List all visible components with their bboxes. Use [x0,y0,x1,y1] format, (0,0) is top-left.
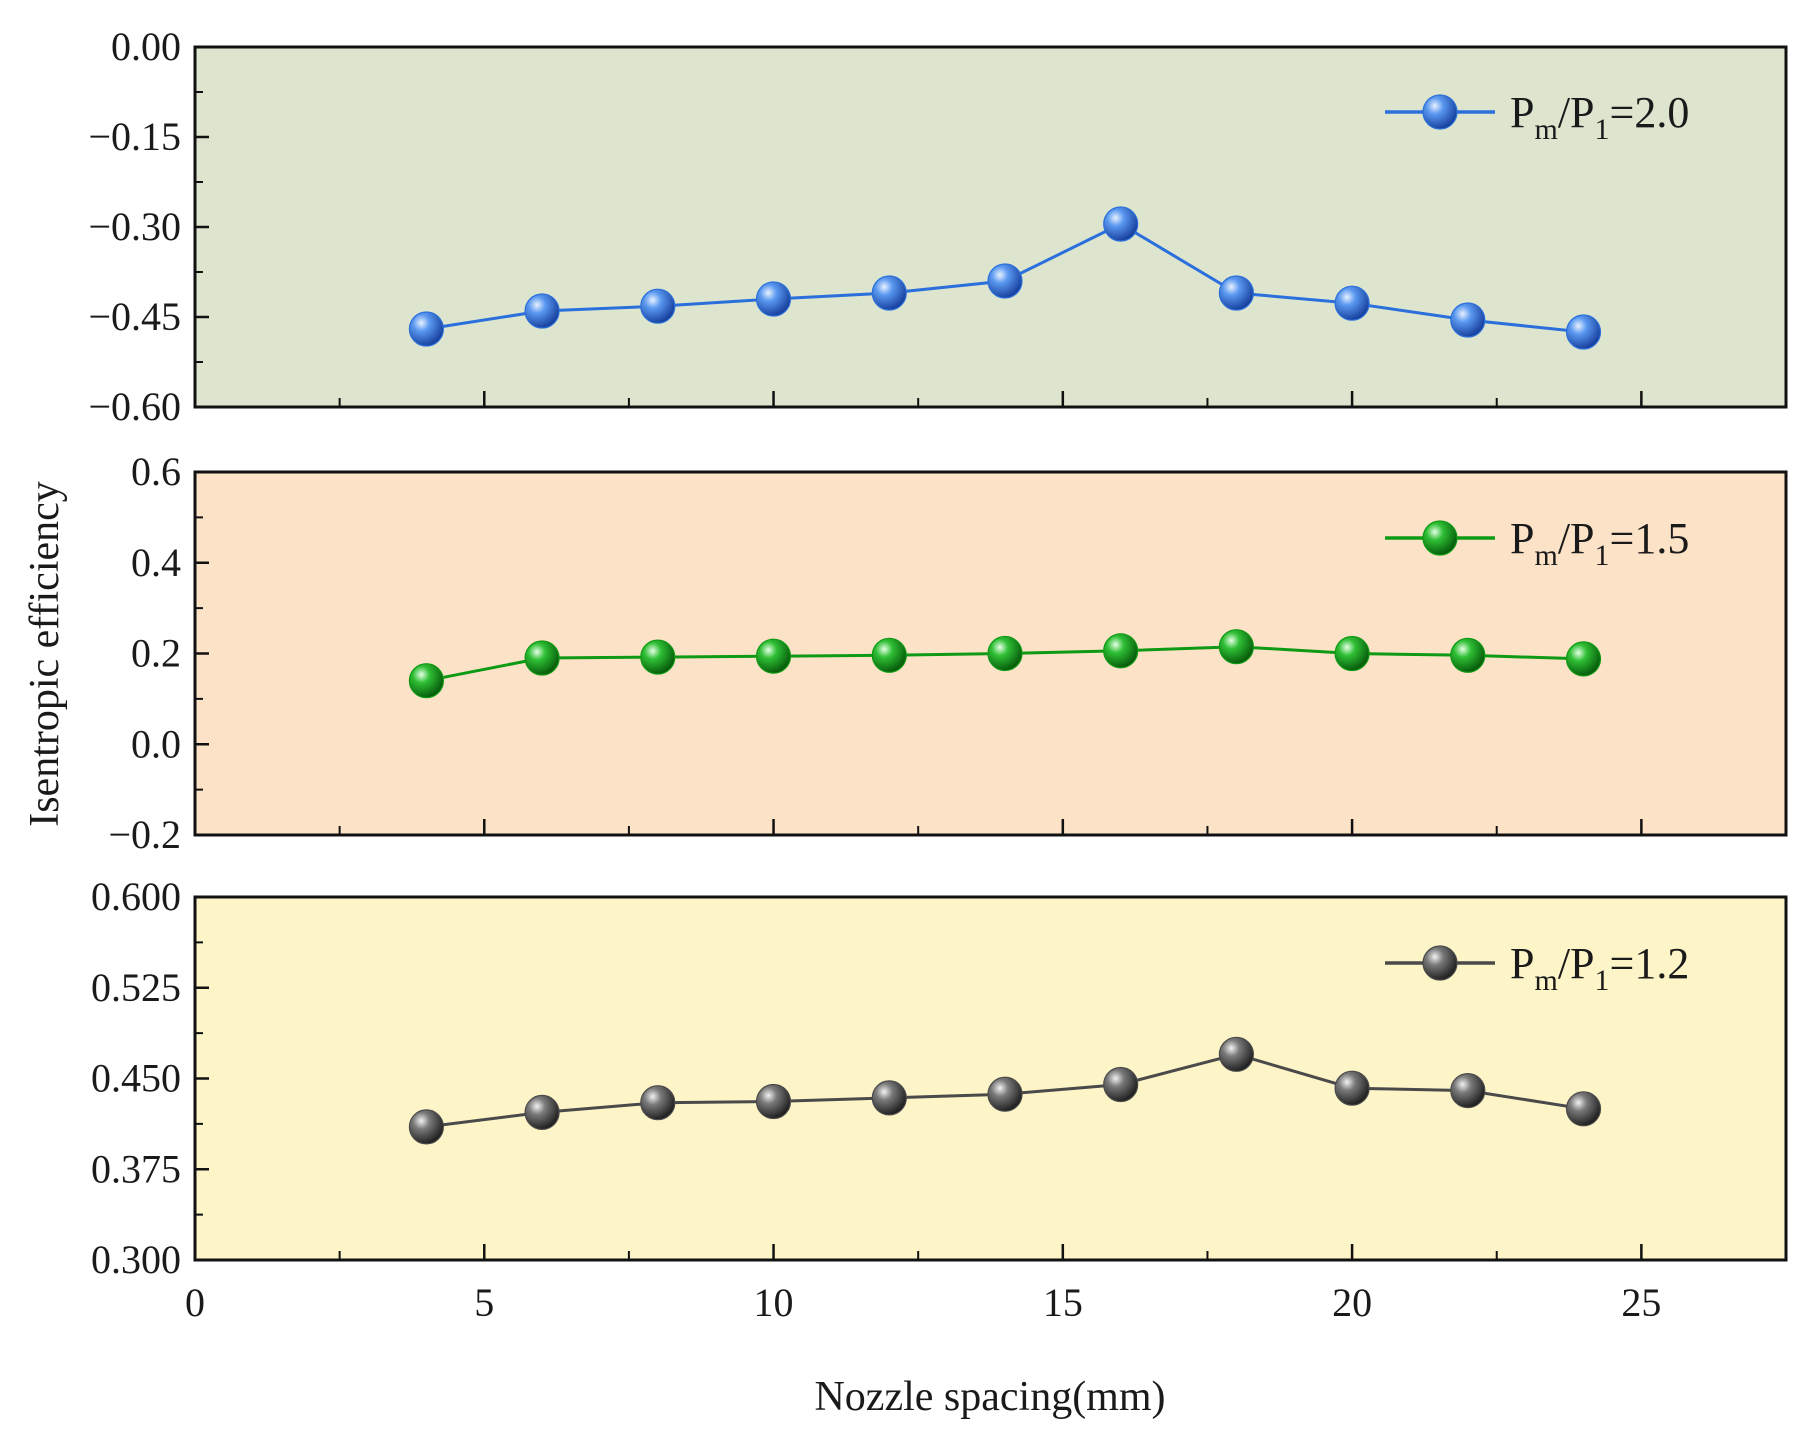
data-point-pr20-8 [640,288,676,324]
y-tick-label: −0.2 [108,812,181,857]
plot-root: 0.00−0.15−0.30−0.45−0.60Pm/P1=2.00.60.40… [22,24,1788,1420]
data-point-pr12-8 [640,1085,676,1121]
data-point-pr12-16 [1103,1066,1139,1103]
y-tick-label: 0.4 [131,540,181,585]
y-tick-label: −0.60 [88,384,181,429]
plot-frame-pr12 [193,895,1788,1262]
data-point-pr15-8 [640,639,676,675]
data-point-pr12-14 [987,1076,1023,1112]
x-tick-label: 15 [1043,1280,1083,1325]
data-point-pr15-14 [987,635,1023,672]
legend-label-part: P [1510,514,1534,563]
plot-area-pr12 [195,897,1786,1260]
y-tick-label: 0.2 [131,631,181,676]
plot-frame-pr20 [193,45,1788,409]
data-point-pr20-4 [408,311,444,347]
y-tick-label: 0.00 [111,24,181,69]
legend-label-part: /P [1558,88,1595,137]
legend-label-part: =1.5 [1610,514,1690,563]
data-point-pr15-22 [1450,637,1486,673]
x-tick-label: 10 [754,1280,794,1325]
panel-pr20: 0.00 −0.15 −0.30 −0.45 −0.60 Pm/P1=2.0 [88,24,1788,429]
data-point-pr20-22 [1450,302,1486,338]
data-point-pr12-20 [1334,1070,1370,1106]
legend-label-part: 1 [1595,113,1610,146]
data-point-pr12-10 [755,1083,792,1120]
data-point-pr15-20 [1334,635,1370,672]
legend-label-part: P [1510,88,1534,137]
legend-label-part: 1 [1595,539,1610,572]
legend-label-part: m [1534,964,1557,997]
data-point-pr20-24 [1565,314,1602,350]
data-point-pr12-22 [1450,1072,1486,1109]
y-tick-label: 0.0 [131,721,181,766]
data-point-pr15-4 [408,663,444,699]
legend-label-pr12: Pm/P1=1.2 [1510,939,1689,997]
legend-marker-pr20 [1422,94,1458,130]
data-point-pr20-14 [987,263,1023,299]
legend-label-part: P [1510,939,1534,988]
y-tick-label: 0.300 [91,1237,181,1282]
legend-label-part: =1.2 [1610,939,1690,988]
legend-label-part: /P [1558,514,1595,563]
legend-label-pr20: Pm/P1=2.0 [1510,88,1689,146]
data-point-pr12-12 [871,1080,907,1116]
data-point-pr15-16 [1103,633,1139,669]
legend-marker-pr12 [1422,945,1458,981]
y-tick-label: −0.15 [88,114,181,159]
panel-pr15: 0.6 0.4 0.2 0.0 −0.2 Pm/P1=1.5 [108,449,1788,857]
data-point-pr15-10 [755,638,792,674]
legend-label-part: m [1534,539,1557,572]
data-point-pr15-12 [871,637,907,673]
x-tick-label: 0 [185,1280,205,1325]
legend-label-part: 1 [1595,964,1610,997]
data-point-pr20-18 [1218,275,1255,311]
plot-area-pr20 [195,47,1786,407]
y-tick-label: 0.525 [91,965,181,1010]
y-tick-label: −0.45 [88,294,181,339]
data-point-pr20-6 [524,293,560,329]
data-point-pr20-20 [1334,285,1370,321]
y-tick-label: −0.30 [88,204,181,249]
data-point-pr12-18 [1218,1036,1255,1072]
data-point-pr12-24 [1565,1091,1602,1127]
x-tick-label: 25 [1621,1280,1661,1325]
legend-label-part: m [1534,113,1557,146]
data-point-pr15-18 [1218,629,1255,665]
data-point-pr15-6 [524,640,560,676]
data-point-pr20-10 [755,281,792,317]
legend-label-pr15: Pm/P1=1.5 [1510,514,1689,572]
data-point-pr20-16 [1103,206,1139,242]
data-point-pr12-6 [524,1094,560,1131]
y-tick-label: 0.600 [91,874,181,919]
data-point-pr15-24 [1565,641,1602,677]
legend-marker-pr15 [1422,520,1458,556]
panel-pr12: 0.600 0.525 0.450 0.375 0.300 Pm/P1=1.2 [91,874,1788,1282]
x-tick-label: 20 [1332,1280,1372,1325]
y-tick-label: 0.6 [131,449,181,494]
legend-label-part: /P [1558,939,1595,988]
x-axis-title: Nozzle spacing(mm) [814,1374,1165,1420]
y-tick-label: 0.375 [91,1146,181,1191]
x-tick-label: 5 [474,1280,494,1325]
y-axis-title: Isentropic efficiency [22,481,68,827]
y-tick-label: 0.450 [91,1056,181,1101]
legend-label-part: =2.0 [1610,88,1690,137]
data-point-pr20-12 [871,275,907,311]
plot-frame-pr15 [193,470,1788,837]
data-point-pr12-4 [408,1109,444,1145]
